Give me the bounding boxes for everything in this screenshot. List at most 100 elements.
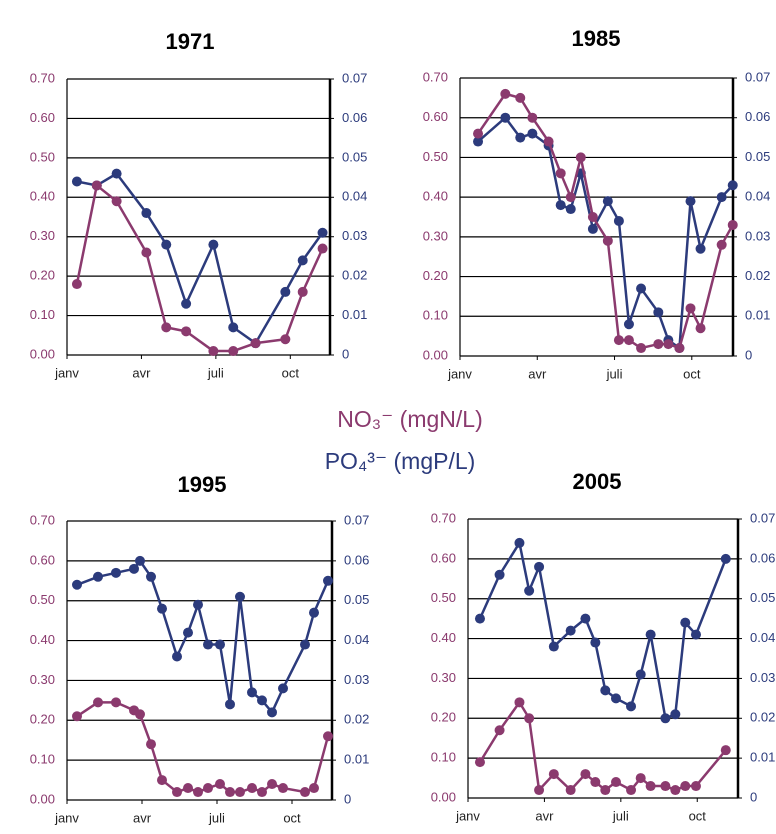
y2-tick-label: 0.06: [745, 109, 770, 124]
data-point: [208, 239, 219, 250]
data-point: [297, 286, 308, 297]
y-tick-label: 0.10: [431, 750, 456, 765]
data-point: [141, 247, 152, 258]
data-point: [278, 683, 288, 694]
data-point: [146, 571, 156, 582]
data-point: [500, 112, 511, 123]
data-point: [474, 613, 485, 624]
data-point: [663, 339, 674, 350]
data-point: [280, 286, 291, 297]
data-point: [610, 693, 621, 704]
series-line: [477, 116, 734, 350]
y-tick-label: 0.20: [423, 268, 448, 283]
series-line: [75, 184, 324, 353]
data-point: [72, 579, 82, 590]
data-point: [610, 777, 621, 788]
data-point: [257, 695, 267, 706]
y-tick-label: 0.50: [423, 149, 448, 164]
y2-tick-label: 0.06: [750, 550, 775, 565]
data-point: [157, 775, 167, 786]
data-point: [250, 338, 261, 349]
data-point: [548, 641, 559, 652]
y2-tick-label: 0.02: [745, 268, 770, 283]
data-point: [565, 625, 576, 636]
data-point: [690, 629, 701, 640]
data-point: [181, 298, 192, 309]
y2-tick-label: 0: [750, 789, 757, 804]
series-line: [76, 701, 330, 794]
data-point: [71, 176, 82, 187]
y-tick-label: 0.70: [431, 510, 456, 525]
data-point: [613, 335, 624, 346]
data-point: [91, 180, 102, 191]
y2-tick-label: 0.02: [344, 712, 369, 727]
data-point: [670, 709, 681, 720]
data-point: [183, 627, 193, 638]
data-point: [680, 781, 691, 792]
data-point: [235, 591, 245, 602]
y2-tick-label: 0.07: [344, 512, 369, 527]
x-tick-label: juli: [207, 365, 224, 380]
y-tick-label: 0.30: [431, 670, 456, 685]
data-point: [548, 769, 559, 780]
data-point: [514, 537, 525, 548]
data-point: [580, 613, 591, 624]
y-tick-label: 0.40: [431, 630, 456, 645]
y-tick-label: 0.10: [423, 308, 448, 323]
data-point: [267, 779, 277, 790]
y2-tick-label: 0.03: [750, 670, 775, 685]
data-point: [278, 783, 288, 794]
y2-tick-label: 0.02: [750, 710, 775, 725]
data-point: [474, 757, 485, 768]
y2-tick-label: 0: [745, 347, 752, 362]
x-tick-label: juli: [612, 808, 629, 823]
y-tick-label: 0.20: [30, 268, 55, 283]
x-tick-label: avr: [528, 366, 547, 381]
x-tick-label: janv: [54, 365, 79, 380]
data-point: [267, 707, 277, 718]
data-point: [555, 168, 566, 179]
y2-tick-label: 0.05: [344, 592, 369, 607]
data-point: [527, 112, 538, 123]
data-point: [111, 697, 121, 708]
data-point: [720, 553, 731, 564]
data-point: [473, 136, 484, 147]
y-tick-label: 0.00: [30, 346, 55, 361]
y-tick-label: 0.30: [30, 672, 55, 687]
data-point: [225, 787, 235, 798]
data-point: [193, 787, 203, 798]
data-point: [613, 215, 624, 226]
y-tick-label: 0.50: [30, 149, 55, 164]
y-tick-label: 0.10: [30, 307, 55, 322]
data-point: [135, 709, 145, 720]
data-point: [524, 713, 535, 724]
data-point: [524, 585, 535, 596]
data-point: [727, 180, 738, 191]
data-point: [602, 235, 613, 246]
data-point: [93, 697, 103, 708]
data-point: [515, 92, 526, 103]
data-point: [527, 128, 538, 139]
y2-tick-label: 0.01: [344, 752, 369, 767]
data-point: [695, 323, 706, 334]
data-point: [680, 617, 691, 628]
data-point: [534, 785, 545, 796]
y-tick-label: 0.20: [30, 712, 55, 727]
data-point: [690, 781, 701, 792]
y-tick-label: 0.50: [431, 590, 456, 605]
data-point: [600, 685, 611, 696]
data-point: [653, 307, 664, 318]
data-point: [565, 785, 576, 796]
data-point: [172, 651, 182, 662]
chart-title: 1971: [166, 29, 215, 54]
data-point: [670, 785, 681, 796]
series-line: [478, 701, 727, 792]
data-point: [626, 785, 637, 796]
data-point: [695, 243, 706, 254]
data-point: [626, 701, 637, 712]
data-point: [146, 739, 156, 750]
data-point: [600, 785, 611, 796]
y-tick-label: 0.60: [30, 110, 55, 125]
data-point: [183, 783, 193, 794]
x-tick-label: juli: [208, 810, 225, 825]
